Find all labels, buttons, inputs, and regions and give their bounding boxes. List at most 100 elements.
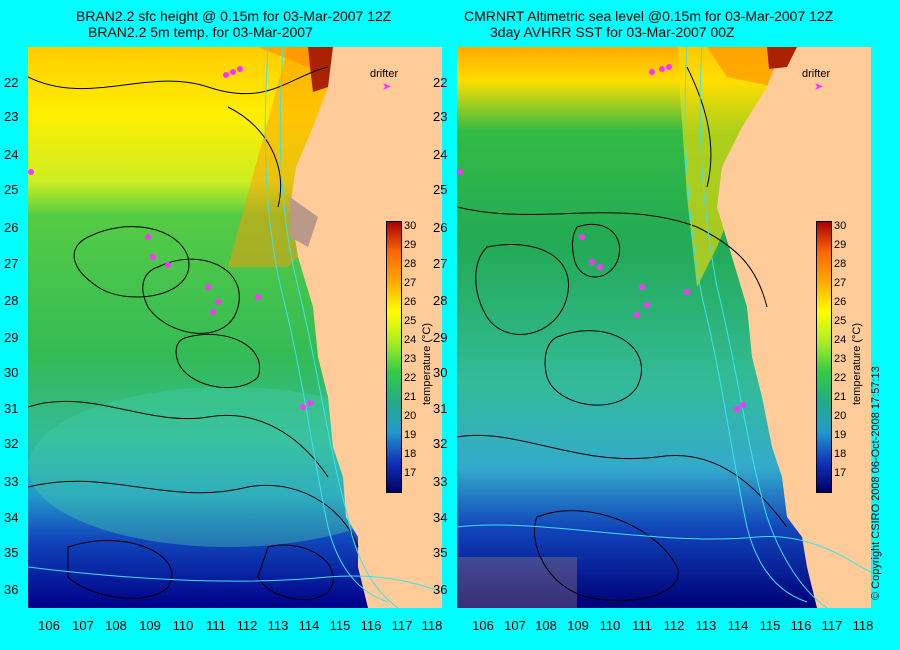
lat-label: 30 (433, 365, 448, 380)
lat-label: 36 (433, 582, 448, 597)
colorbar-tick: 21 (404, 391, 417, 403)
colorbar-tick: 17 (404, 467, 417, 479)
right-map-panel (457, 47, 871, 608)
lon-label: 118 (852, 618, 874, 633)
lon-label: 107 (504, 618, 526, 633)
land-mass (290, 47, 442, 608)
lat-label: 29 (433, 330, 448, 345)
colorbar-tick: 25 (404, 315, 417, 327)
lat-label: 27 (4, 256, 19, 271)
lon-label: 112 (663, 618, 685, 633)
lon-label: 110 (599, 618, 621, 633)
colorbar-tick: 29 (404, 239, 417, 251)
lat-label: 34 (4, 510, 19, 525)
colorbar-tick: 25 (834, 315, 847, 327)
colorbar-tick: 23 (404, 353, 417, 365)
lat-label: 29 (4, 330, 19, 345)
colorbar-tick: 19 (834, 429, 847, 441)
lat-label: 22 (4, 75, 19, 90)
drifter-legend-left: drifter ➤ (370, 68, 398, 93)
left-title-1: BRAN2.2 sfc height @ 0.15m for 03-Mar-20… (76, 8, 392, 24)
drifter-markers (457, 64, 746, 412)
lat-label: 25 (4, 182, 19, 197)
lat-label: 35 (4, 545, 19, 560)
lat-label: 24 (4, 147, 19, 162)
colorbar-tick: 21 (834, 391, 847, 403)
lon-label: 111 (632, 618, 652, 633)
right-map (457, 47, 871, 608)
lon-label: 112 (236, 618, 258, 633)
drifter-label: drifter (802, 68, 831, 80)
lat-label: 24 (433, 147, 448, 162)
colorbar-left-title: temperature (°C) (421, 322, 433, 405)
drifter-arrow-icon: ➤ (382, 81, 392, 93)
lat-label: 26 (433, 220, 448, 235)
lon-label: 115 (329, 618, 351, 633)
lon-label: 107 (72, 618, 94, 633)
lat-label: 23 (4, 109, 19, 124)
colorbar-tick: 24 (404, 334, 417, 346)
colorbar-tick: 20 (834, 410, 847, 422)
lon-label: 114 (298, 618, 320, 633)
lat-label: 31 (4, 401, 19, 416)
lon-label: 113 (267, 618, 289, 633)
lat-label: 22 (433, 75, 448, 90)
drifter-legend-right: drifter ➤ (802, 68, 830, 93)
lat-label: 23 (433, 109, 448, 124)
colorbar-tick: 20 (404, 410, 417, 422)
lon-label: 109 (139, 618, 161, 633)
lon-label: 108 (105, 618, 127, 633)
lon-label: 110 (172, 618, 194, 633)
lat-label: 25 (433, 182, 448, 197)
colorbar-right-title: temperature (°C) (851, 322, 863, 405)
colorbar-tick: 29 (834, 239, 847, 251)
lon-label: 116 (790, 618, 812, 633)
lon-label: 117 (391, 618, 413, 633)
lon-label: 113 (695, 618, 717, 633)
lat-label: 27 (433, 256, 448, 271)
lon-label: 114 (727, 618, 749, 633)
lat-label: 31 (433, 401, 448, 416)
left-map-panel (28, 47, 442, 608)
lat-label: 30 (4, 365, 19, 380)
right-title-2: 3day AVHRR SST for 03-Mar-2007 00Z (490, 24, 735, 40)
colorbar-tick: 30 (834, 220, 847, 232)
colorbar-tick: 18 (404, 448, 417, 460)
colorbar-tick: 24 (834, 334, 847, 346)
colorbar-left (386, 221, 402, 493)
lon-label: 111 (206, 618, 226, 633)
lon-label: 106 (472, 618, 494, 633)
lon-label: 109 (567, 618, 589, 633)
copyright: © Copyright CSIRO 2008 06-Oct-2008 17:57… (870, 366, 882, 600)
left-map (28, 47, 442, 608)
colorbar-tick: 26 (834, 296, 847, 308)
lon-label: 108 (535, 618, 557, 633)
colorbar-tick: 28 (834, 258, 847, 270)
colorbar-tick: 30 (404, 220, 417, 232)
drifter-markers (28, 66, 313, 410)
colorbar-tick: 26 (404, 296, 417, 308)
right-title-1: CMRNRT Altimetric sea level @0.15m for 0… (464, 8, 834, 24)
land-mass (717, 47, 871, 608)
lat-label: 26 (4, 220, 19, 235)
drifter-label: drifter (370, 68, 399, 80)
lat-label: 32 (4, 436, 19, 451)
lat-label: 35 (433, 545, 448, 560)
lon-label: 115 (759, 618, 781, 633)
colorbar-tick: 22 (834, 372, 847, 384)
colorbar-tick: 27 (404, 277, 417, 289)
lat-label: 36 (4, 582, 19, 597)
drifter-arrow-icon: ➤ (814, 81, 824, 93)
lat-label: 33 (433, 474, 448, 489)
lat-label: 34 (433, 510, 448, 525)
colorbar-tick: 22 (404, 372, 417, 384)
lat-label: 33 (4, 474, 19, 489)
lat-label: 28 (4, 293, 19, 308)
lat-label: 32 (433, 436, 448, 451)
lon-label: 116 (360, 618, 382, 633)
colorbar-tick: 28 (404, 258, 417, 270)
left-title-2: BRAN2.2 5m temp. for 03-Mar-2007 (88, 24, 313, 40)
colorbar-right (816, 221, 832, 493)
colorbar-tick: 18 (834, 448, 847, 460)
lon-label: 118 (421, 618, 443, 633)
